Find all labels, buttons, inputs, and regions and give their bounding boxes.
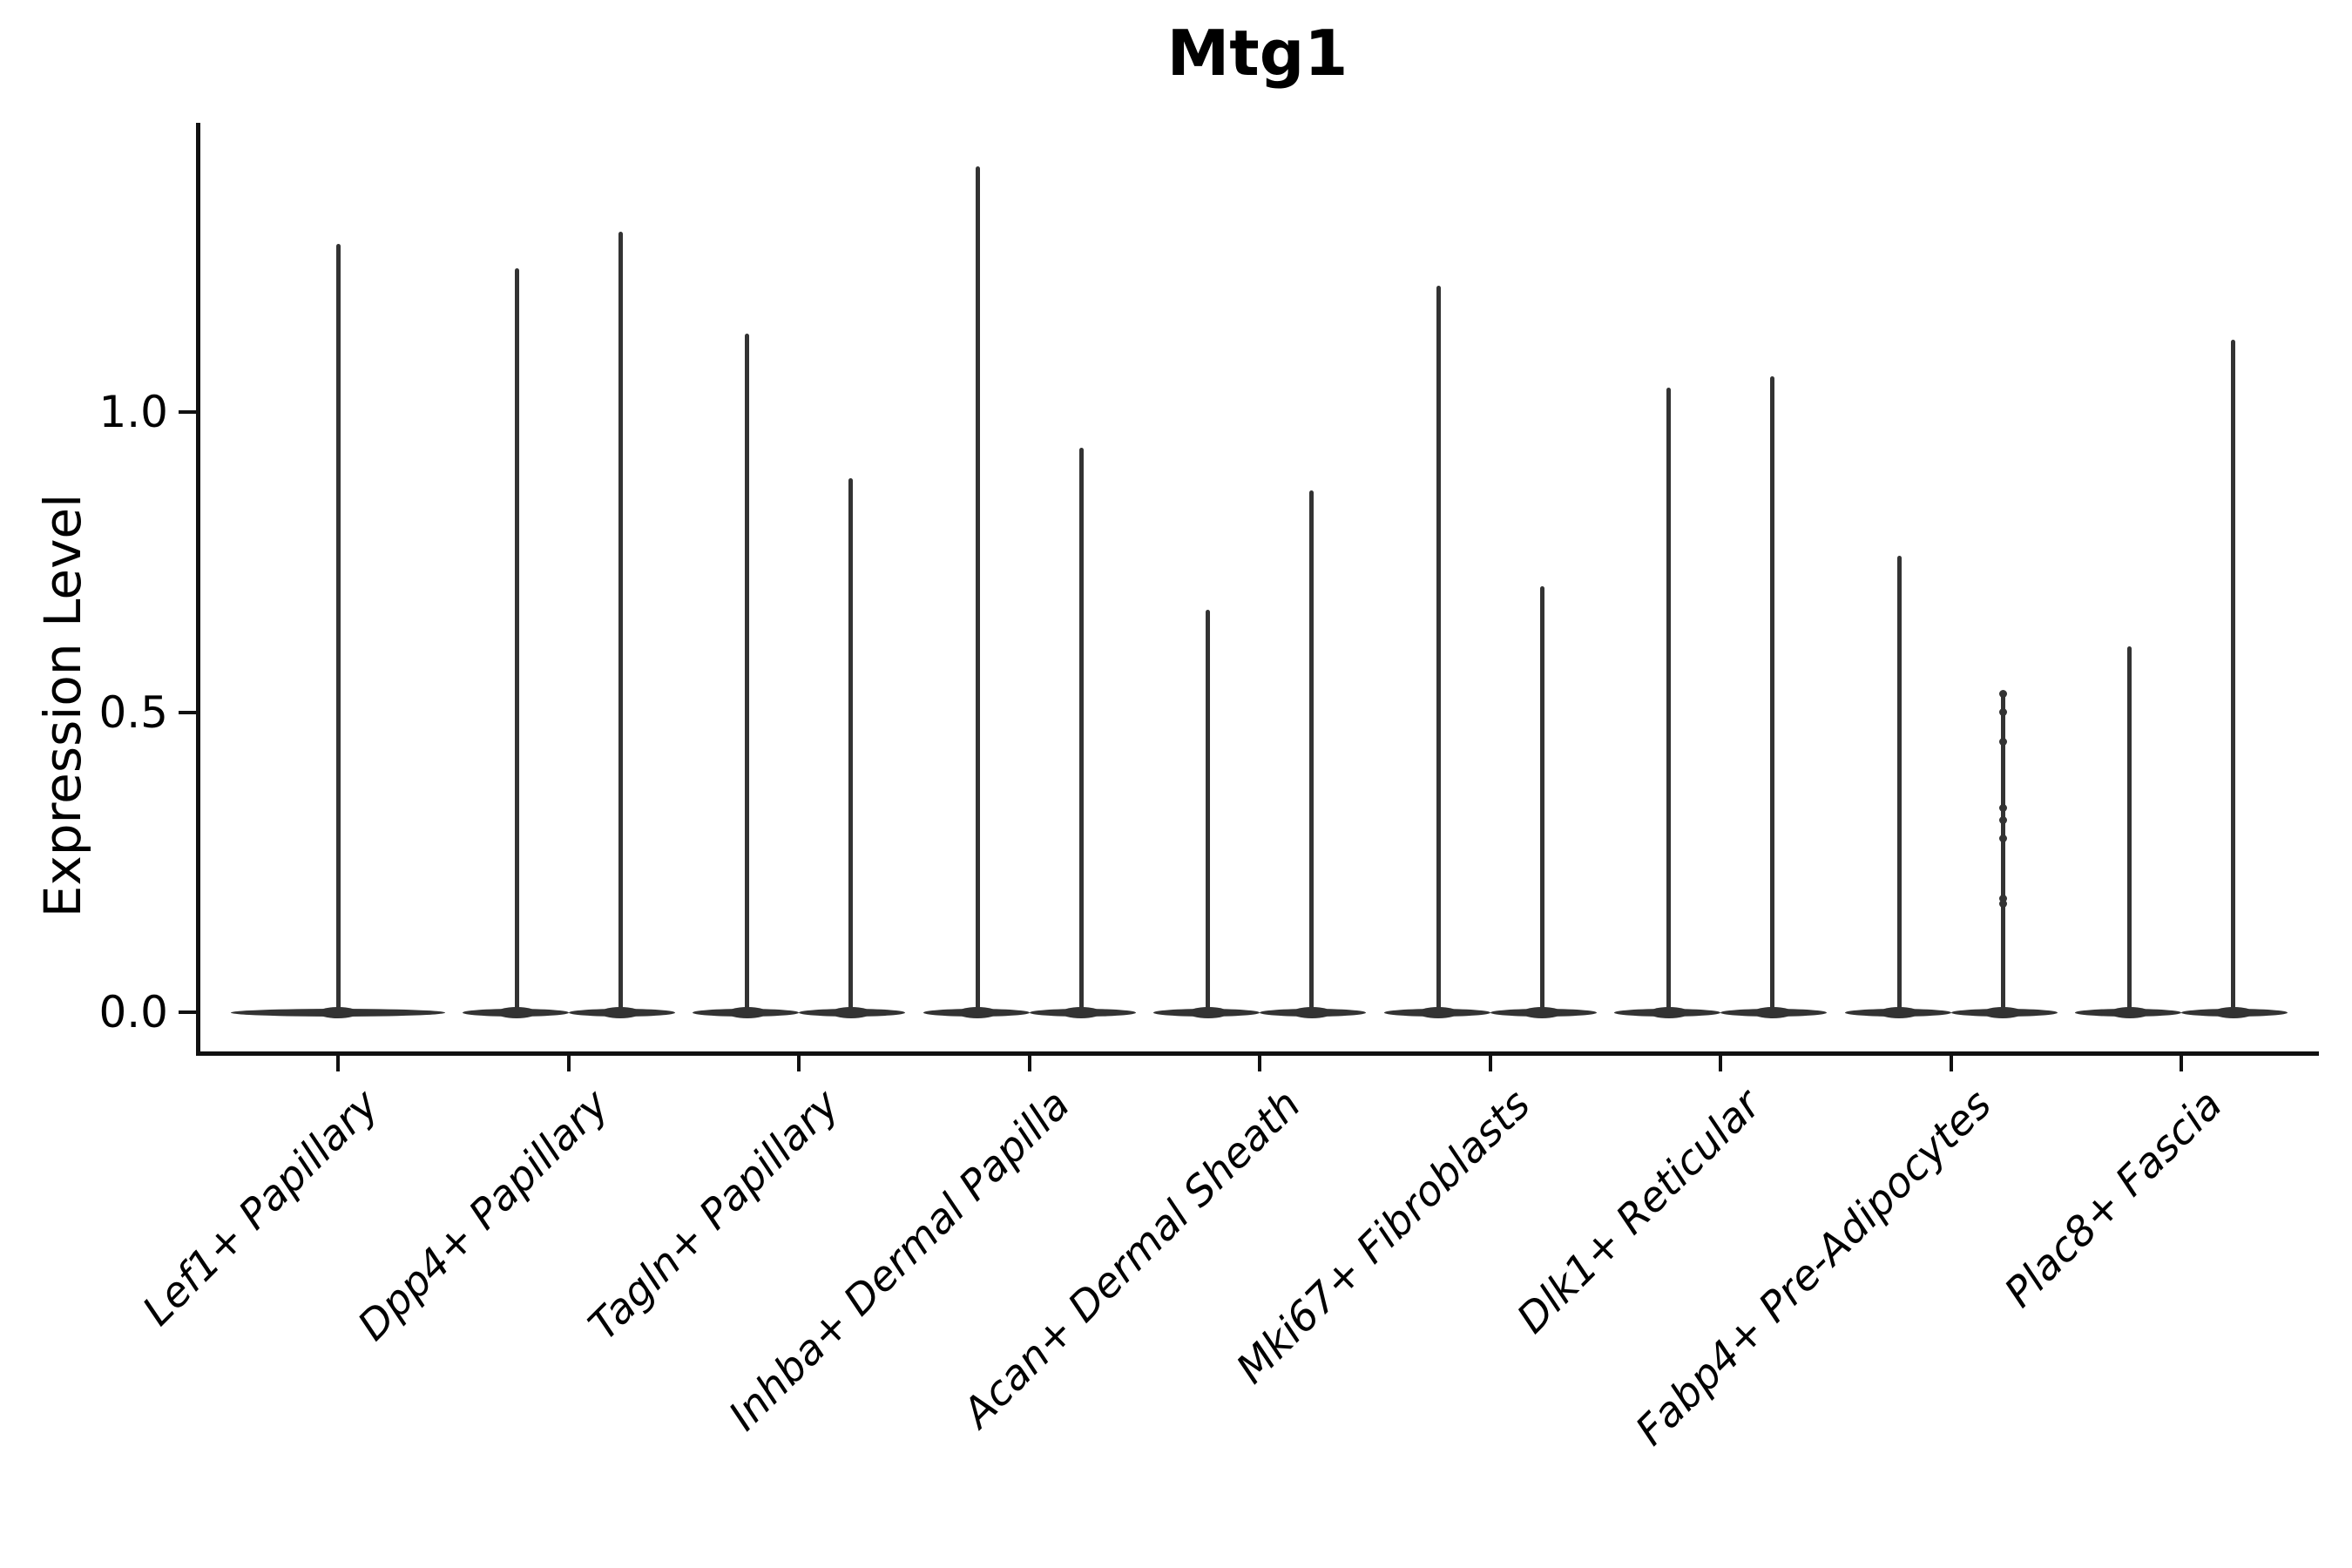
violin-spike [1896,556,1902,1015]
violin-spike [514,267,519,1015]
x-tick-mark [566,1056,571,1071]
violin-spike [2231,340,2235,1015]
x-tick-mark [2180,1056,2183,1071]
y-tick-mark [179,1010,196,1014]
jitter-point [1998,834,2007,842]
x-tick-mark [336,1056,340,1071]
x-tick-label: Dpp4+ Papillary [348,1080,618,1350]
y-tick-mark [179,410,196,414]
violin-spike [1206,610,1210,1015]
x-tick-mark [1949,1056,1953,1071]
y-tick-label: 0.0 [98,987,168,1037]
violin-spike [618,232,623,1015]
y-tick-label: 1.0 [98,387,168,437]
x-tick-label: Dlk1+ Reticular [1508,1080,1771,1343]
jitter-point [1998,804,2007,813]
violin-spike [745,334,749,1015]
y-axis-spine [196,123,200,1056]
jitter-point [1998,690,2007,699]
violin-spike [335,244,341,1015]
jitter-point [1998,894,2007,902]
violin-spike [975,166,980,1015]
y-tick-mark [179,710,196,714]
x-axis-spine [196,1051,2319,1056]
violin-spike [1770,375,1774,1015]
violin-spike [1666,388,1671,1015]
jitter-point [1998,708,2007,716]
violin-spike [2000,693,2005,1015]
violin-spike [1078,448,1084,1015]
violin-spike [2127,645,2132,1015]
x-tick-label: Plac8+ Fascia [1995,1080,2232,1317]
x-tick-mark [1027,1056,1031,1071]
x-tick-mark [1488,1056,1492,1071]
x-tick-mark [1258,1056,1261,1071]
x-tick-label: Lef1+ Papillary [133,1080,389,1335]
violin-spike [848,477,853,1015]
jitter-point [1998,738,2007,747]
violin-spike [1309,490,1314,1015]
jitter-point [1998,900,2007,909]
jitter-point [1998,816,2007,825]
x-tick-mark [1719,1056,1722,1071]
x-tick-label: Tagln+ Papillary [579,1080,849,1350]
x-tick-mark [797,1056,801,1071]
violin-spike [1436,286,1441,1015]
violin-spike [1539,585,1544,1015]
y-tick-label: 0.5 [98,686,168,738]
chart-title: Mtg1 [1166,17,1348,90]
